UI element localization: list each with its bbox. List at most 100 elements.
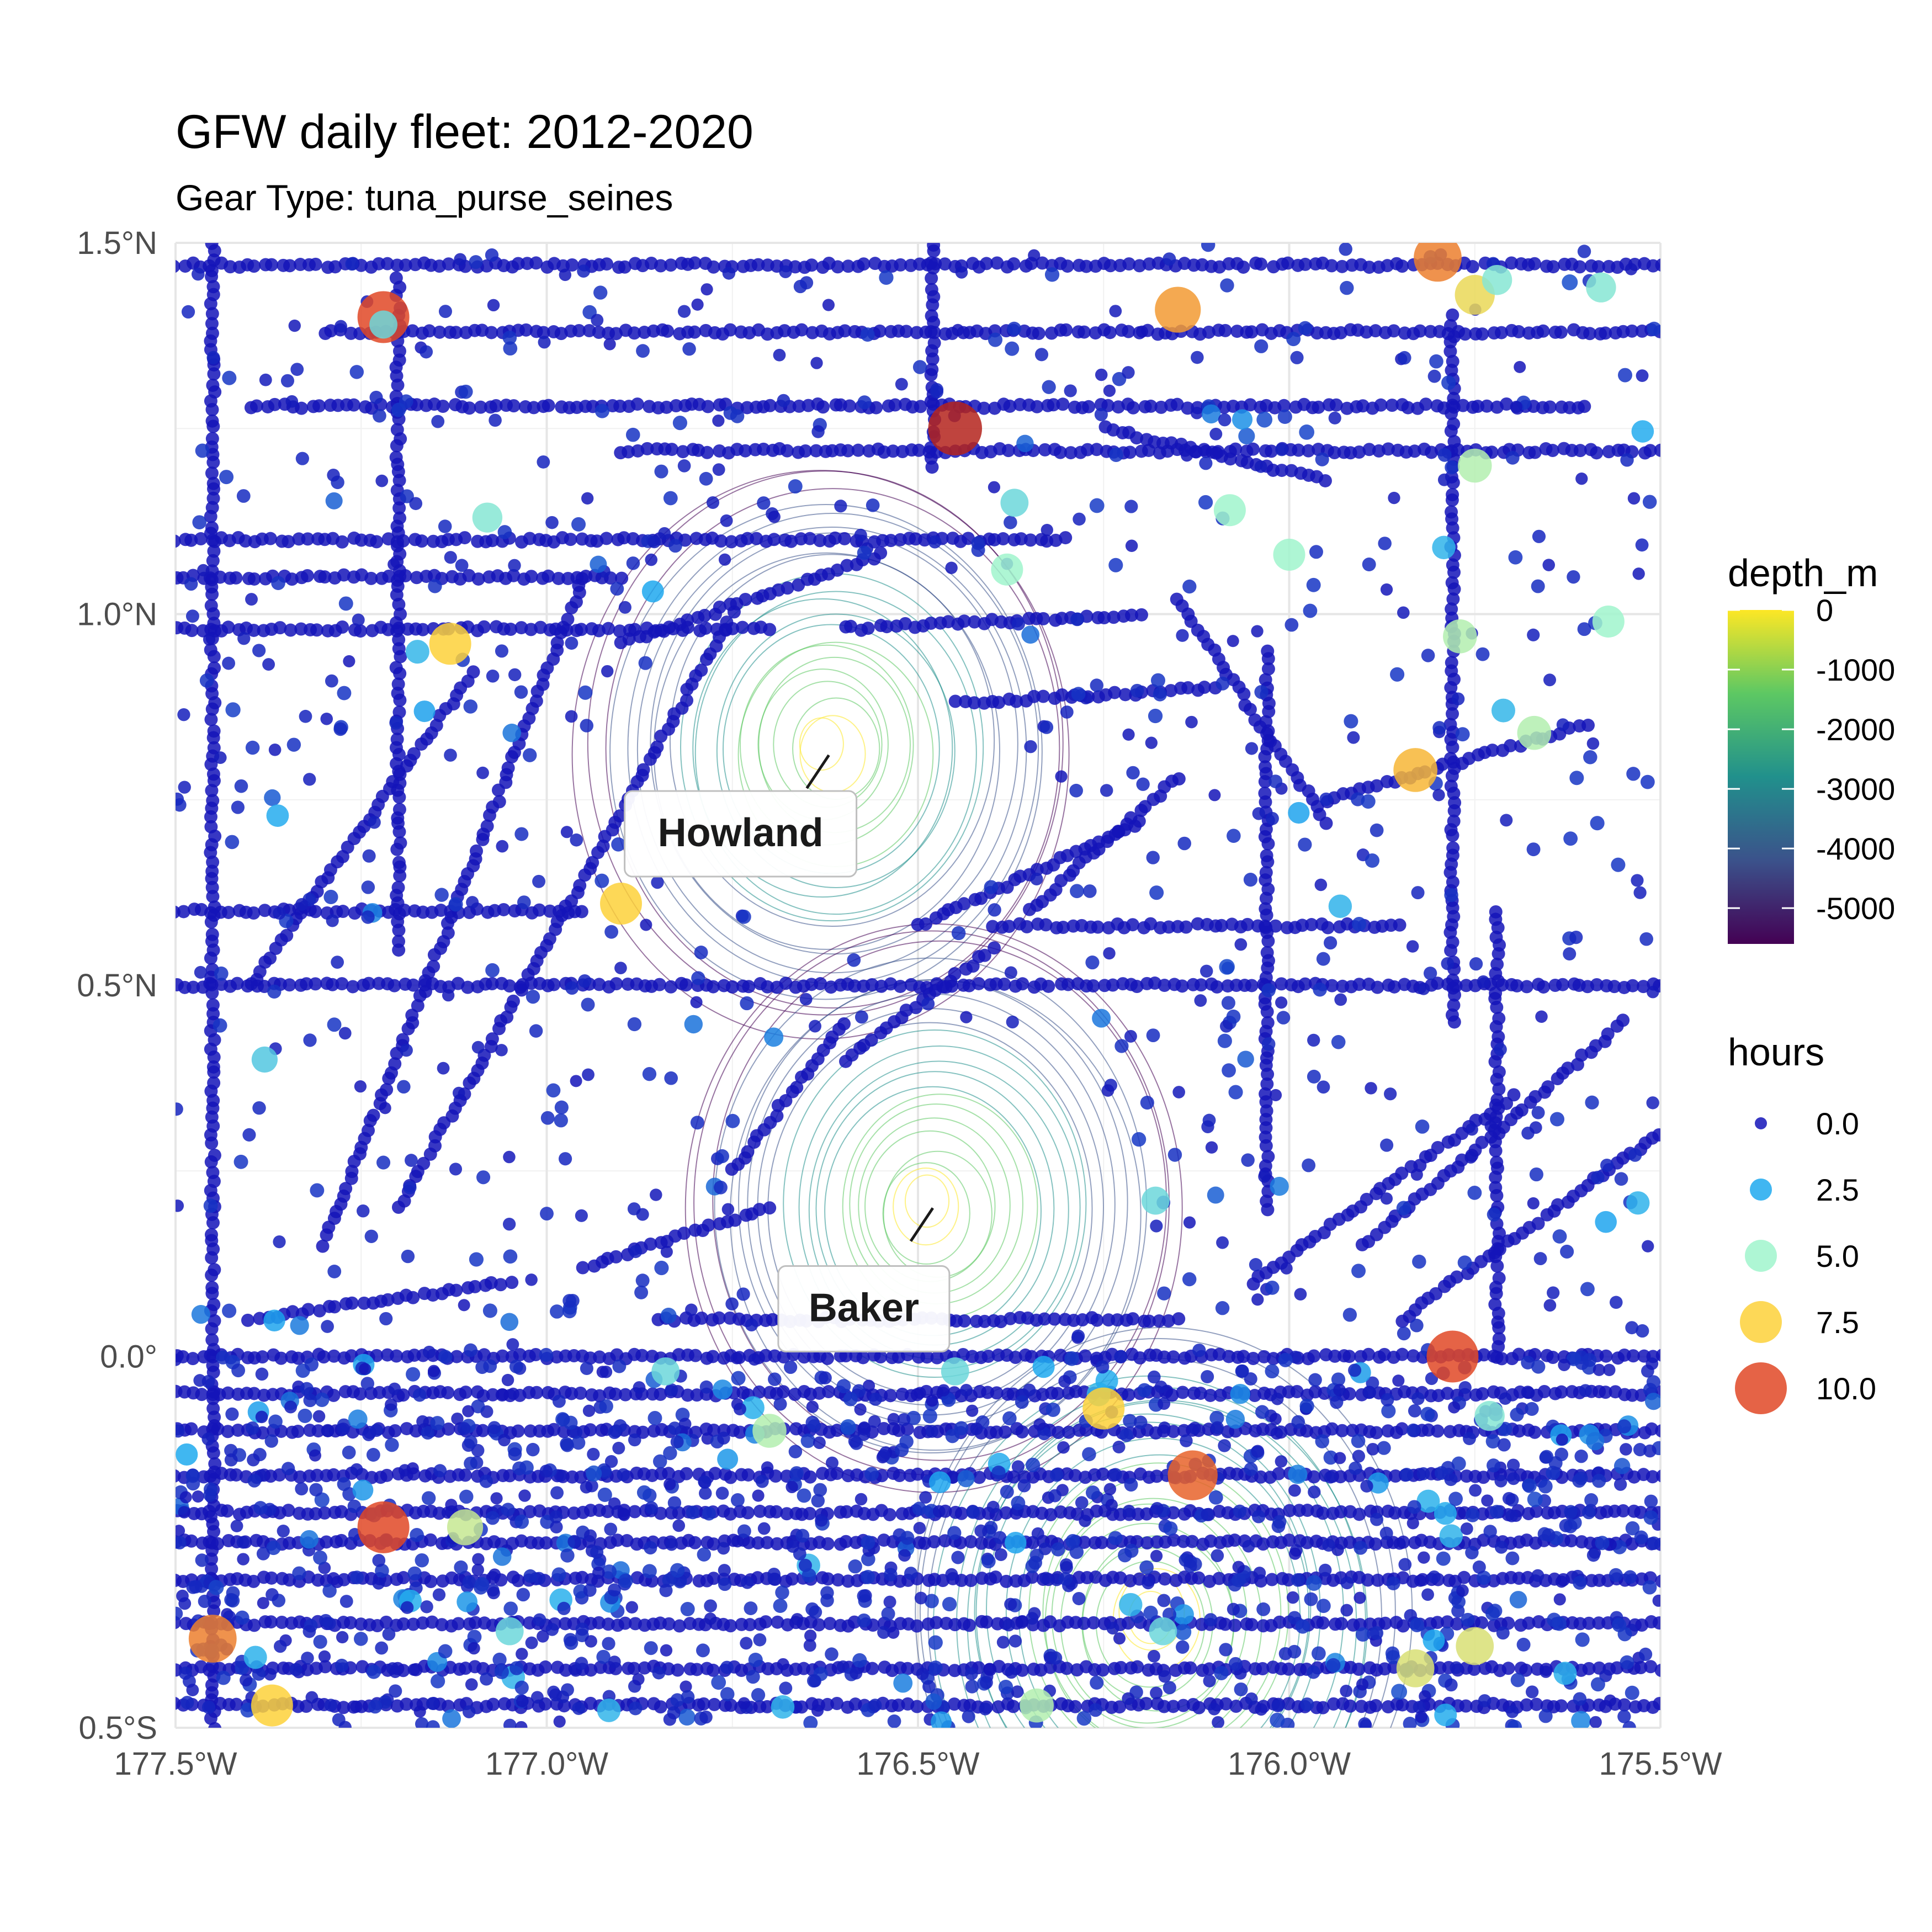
vessel-point bbox=[492, 1547, 512, 1566]
vessel-point bbox=[1108, 558, 1123, 572]
vessel-point bbox=[1365, 1082, 1377, 1095]
vessel-point bbox=[1491, 698, 1515, 723]
vessel-point bbox=[540, 1111, 555, 1125]
track-point bbox=[370, 1349, 384, 1362]
vessel-point bbox=[628, 1701, 643, 1716]
track-point bbox=[1599, 1386, 1612, 1399]
track-point bbox=[1166, 1506, 1180, 1520]
track-point bbox=[1053, 445, 1067, 459]
track-point bbox=[1369, 1699, 1383, 1712]
vessel-point bbox=[861, 1570, 875, 1584]
track-point bbox=[925, 363, 939, 376]
vessel-point bbox=[1070, 884, 1084, 899]
track-point bbox=[1381, 442, 1395, 456]
track-point bbox=[256, 1426, 269, 1440]
vessel-point bbox=[718, 553, 731, 566]
track-point bbox=[230, 1697, 243, 1711]
track-point bbox=[1181, 681, 1195, 694]
vessel-point bbox=[538, 336, 551, 349]
vessel-point bbox=[868, 1699, 882, 1712]
track-point bbox=[516, 978, 529, 991]
vessel-point bbox=[883, 1595, 896, 1609]
track-point bbox=[1501, 1662, 1515, 1675]
track-point bbox=[1302, 444, 1315, 458]
vessel-point bbox=[773, 1397, 787, 1411]
vessel-point bbox=[663, 491, 678, 506]
vessel-point bbox=[347, 1499, 362, 1514]
vessel-point bbox=[578, 685, 593, 700]
vessel-point bbox=[608, 1655, 621, 1669]
track-point bbox=[1625, 324, 1639, 338]
vessel-point bbox=[498, 1434, 511, 1447]
vessel-point bbox=[314, 1492, 330, 1508]
track-point bbox=[1096, 1467, 1110, 1481]
vessel-point bbox=[804, 1630, 817, 1642]
track-point bbox=[1260, 1195, 1273, 1208]
track-point bbox=[1395, 1347, 1409, 1361]
vessel-point bbox=[1218, 1439, 1231, 1452]
track-point bbox=[1655, 1349, 1660, 1362]
vessel-point bbox=[1432, 535, 1456, 560]
vessel-point bbox=[1222, 1063, 1236, 1078]
track-point bbox=[959, 962, 973, 976]
track-point bbox=[1445, 576, 1459, 590]
vessel-point bbox=[581, 997, 595, 1012]
track-point bbox=[390, 539, 404, 553]
vessel-point bbox=[1444, 888, 1458, 903]
track-point bbox=[503, 979, 517, 993]
vessel-point bbox=[745, 1318, 758, 1331]
track-point bbox=[925, 283, 938, 296]
track-point bbox=[599, 532, 613, 545]
vessel-point bbox=[1288, 802, 1310, 824]
track-point bbox=[550, 636, 564, 650]
vessel-point bbox=[1004, 1597, 1017, 1611]
vessel-point bbox=[712, 1379, 733, 1400]
track-point bbox=[1048, 1312, 1061, 1326]
vessel-point bbox=[1232, 1561, 1245, 1573]
vessel-point bbox=[252, 1101, 266, 1115]
vessel-point bbox=[1315, 1434, 1329, 1448]
vessel-point bbox=[389, 716, 403, 730]
vessel-point bbox=[327, 1265, 342, 1278]
track-point bbox=[339, 1182, 353, 1196]
vessel-point bbox=[1437, 473, 1451, 486]
track-point bbox=[1447, 814, 1461, 828]
vessel-point bbox=[680, 1680, 692, 1693]
track-point bbox=[1172, 772, 1186, 786]
track-point bbox=[301, 532, 315, 546]
vessel-point bbox=[464, 1435, 477, 1449]
track-point bbox=[777, 1385, 790, 1399]
track-point bbox=[1520, 980, 1533, 994]
vessel-point bbox=[712, 415, 725, 427]
track-point bbox=[1036, 689, 1050, 703]
vessel-point bbox=[660, 1307, 677, 1324]
track-point bbox=[1166, 1700, 1180, 1713]
track-point bbox=[901, 1662, 915, 1675]
track-point bbox=[1505, 256, 1519, 270]
track-point bbox=[410, 571, 423, 585]
track-point bbox=[1142, 1314, 1156, 1328]
vessel-point bbox=[848, 1435, 862, 1448]
vessel-point bbox=[1500, 814, 1513, 827]
track-point bbox=[1092, 842, 1106, 856]
track-point bbox=[238, 534, 252, 548]
vessel-point bbox=[988, 332, 1003, 347]
vessel-point bbox=[1251, 1445, 1265, 1458]
vessel-point bbox=[356, 1204, 370, 1218]
vessel-point bbox=[1307, 1069, 1321, 1084]
vessel-point bbox=[740, 1637, 753, 1650]
track-point bbox=[529, 1347, 543, 1361]
track-point bbox=[1052, 1426, 1065, 1440]
vessel-point bbox=[1464, 1151, 1477, 1164]
track-point bbox=[1245, 1618, 1259, 1632]
track-point bbox=[1368, 1537, 1382, 1551]
vessel-point bbox=[604, 1522, 618, 1536]
vessel-point bbox=[1306, 577, 1321, 592]
vessel-point bbox=[464, 1343, 477, 1357]
track-point bbox=[461, 980, 475, 994]
track-point bbox=[1591, 260, 1605, 274]
track-point bbox=[1064, 446, 1078, 460]
vessel-point bbox=[1002, 1618, 1015, 1632]
track-point bbox=[1272, 1615, 1286, 1629]
vessel-point bbox=[1625, 1521, 1640, 1536]
